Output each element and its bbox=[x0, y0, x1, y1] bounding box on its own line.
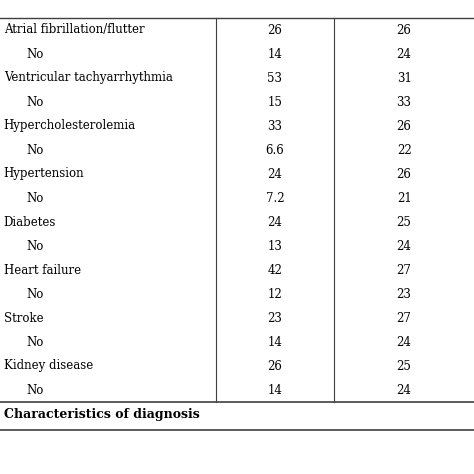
Text: No: No bbox=[26, 144, 44, 156]
Text: No: No bbox=[26, 383, 44, 396]
Text: Diabetes: Diabetes bbox=[4, 216, 56, 228]
Text: 24: 24 bbox=[267, 167, 283, 181]
Text: 12: 12 bbox=[267, 288, 283, 301]
Text: 53: 53 bbox=[267, 72, 283, 84]
Text: 15: 15 bbox=[267, 95, 283, 109]
Text: 27: 27 bbox=[397, 264, 411, 276]
Text: 7.2: 7.2 bbox=[265, 191, 284, 204]
Text: 24: 24 bbox=[397, 383, 411, 396]
Text: 33: 33 bbox=[267, 119, 283, 133]
Text: 24: 24 bbox=[397, 47, 411, 61]
Text: 25: 25 bbox=[397, 216, 411, 228]
Text: 23: 23 bbox=[267, 311, 283, 325]
Text: 25: 25 bbox=[397, 359, 411, 373]
Text: 14: 14 bbox=[267, 383, 283, 396]
Text: 31: 31 bbox=[397, 72, 411, 84]
Text: Characteristics of diagnosis: Characteristics of diagnosis bbox=[4, 408, 200, 421]
Text: 24: 24 bbox=[397, 239, 411, 253]
Text: No: No bbox=[26, 191, 44, 204]
Text: 6.6: 6.6 bbox=[265, 144, 284, 156]
Text: Stroke: Stroke bbox=[4, 311, 44, 325]
Text: 13: 13 bbox=[267, 239, 283, 253]
Text: Hypertension: Hypertension bbox=[4, 167, 84, 181]
Text: No: No bbox=[26, 95, 44, 109]
Text: 26: 26 bbox=[397, 167, 411, 181]
Text: No: No bbox=[26, 47, 44, 61]
Text: Atrial fibrillation/flutter: Atrial fibrillation/flutter bbox=[4, 24, 145, 36]
Text: 22: 22 bbox=[397, 144, 411, 156]
Text: Heart failure: Heart failure bbox=[4, 264, 81, 276]
Text: 42: 42 bbox=[267, 264, 283, 276]
Text: 23: 23 bbox=[397, 288, 411, 301]
Text: 26: 26 bbox=[397, 119, 411, 133]
Text: 26: 26 bbox=[267, 24, 283, 36]
Text: 14: 14 bbox=[267, 47, 283, 61]
Text: 24: 24 bbox=[267, 216, 283, 228]
Text: Kidney disease: Kidney disease bbox=[4, 359, 93, 373]
Text: Hypercholesterolemia: Hypercholesterolemia bbox=[4, 119, 136, 133]
Text: 26: 26 bbox=[397, 24, 411, 36]
Text: No: No bbox=[26, 288, 44, 301]
Text: 33: 33 bbox=[397, 95, 411, 109]
Text: No: No bbox=[26, 336, 44, 348]
Text: 26: 26 bbox=[267, 359, 283, 373]
Text: 24: 24 bbox=[397, 336, 411, 348]
Text: 27: 27 bbox=[397, 311, 411, 325]
Text: 14: 14 bbox=[267, 336, 283, 348]
Text: No: No bbox=[26, 239, 44, 253]
Text: Ventricular tachyarrhythmia: Ventricular tachyarrhythmia bbox=[4, 72, 173, 84]
Text: 21: 21 bbox=[397, 191, 411, 204]
